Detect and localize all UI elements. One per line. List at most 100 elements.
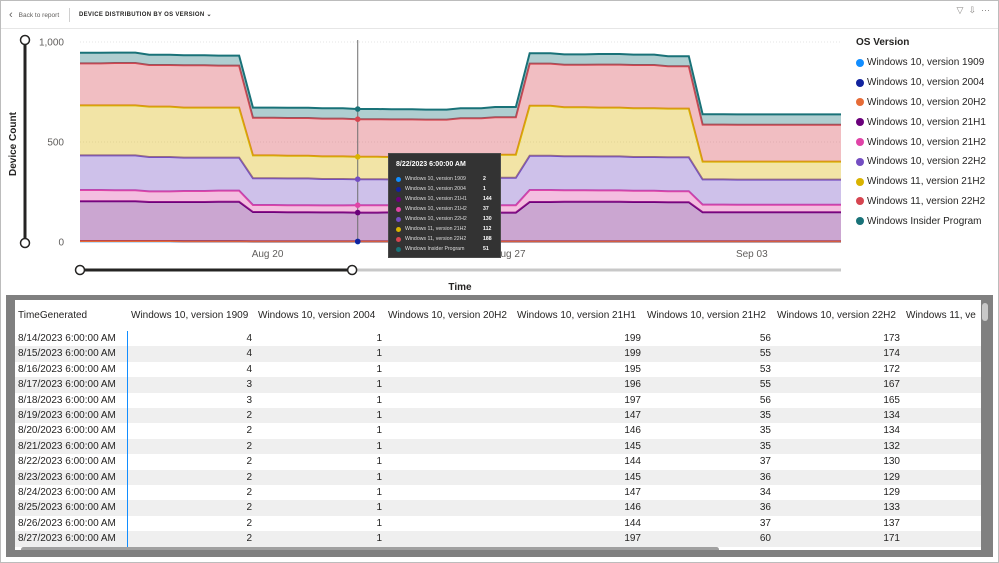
legend-label: Windows 10, version 2004 — [867, 77, 985, 89]
legend-title: OS Version — [856, 37, 910, 48]
pin-icon[interactable]: ⇩ — [968, 5, 976, 15]
line-windows-insider-program — [80, 51, 841, 116]
table-row[interactable]: 8/24/2023 6:00:00 AM 2 1 147 34 129 — [15, 485, 981, 500]
table-cell-value — [385, 331, 514, 346]
legend-label: Windows 10, version 21H1 — [867, 116, 986, 128]
hover-point — [354, 176, 361, 182]
vertical-scrollbar[interactable] — [982, 303, 988, 321]
column-header[interactable]: Windows 10, version 1909 — [131, 310, 249, 321]
table-cell-value — [385, 393, 514, 408]
table-cell-value: 37 — [759, 517, 771, 529]
legend-item[interactable]: Windows 10, version 21H1 — [856, 112, 996, 132]
table-cell-value — [385, 439, 514, 454]
table-cell-value: 147 — [624, 487, 641, 498]
visual-breadcrumb[interactable]: DEVICE DISTRIBUTION BY OS VERSION ⌄ — [79, 12, 212, 18]
x-tick-label: Aug 27 — [494, 249, 526, 260]
legend-label: Windows 10, version 20H2 — [867, 96, 986, 108]
legend-item[interactable]: Windows 11, version 22H2 — [856, 192, 996, 212]
legend-label: Windows 10, version 22H2 — [867, 156, 986, 168]
column-header[interactable]: TimeGenerated — [18, 310, 88, 321]
table-cell-time: 8/21/2023 6:00:00 AM — [18, 440, 116, 452]
legend-item[interactable]: Windows 10, version 22H2 — [856, 152, 996, 172]
column-header[interactable]: Windows 10, version 22H2 — [777, 310, 896, 321]
y-zoom-handle-bottom — [19, 237, 31, 249]
tooltip-swatch — [396, 196, 401, 202]
table-cell-value: 4 — [246, 348, 252, 360]
table-cell-time: 8/23/2023 6:00:00 AM — [18, 471, 116, 483]
table-cell-value: 144 — [624, 456, 641, 468]
table-row[interactable]: 8/15/2023 6:00:00 AM 4 1 199 55 174 — [15, 346, 981, 362]
tooltip-swatch — [396, 206, 401, 212]
back-to-report-link[interactable]: ‹ Back to report — [9, 8, 59, 22]
table-row[interactable]: 8/22/2023 6:00:00 AM 2 1 144 37 130 — [15, 454, 981, 469]
table-cell-value: 1 — [376, 379, 382, 391]
table-cell-value: 165 — [883, 394, 900, 406]
tooltip-row: Windows 10, version 21H1 144 — [396, 194, 500, 204]
table-cell-value: 35 — [759, 410, 771, 421]
table-row[interactable]: 8/20/2023 6:00:00 AM 2 1 146 35 134 — [15, 423, 981, 438]
table-row[interactable]: 8/17/2023 6:00:00 AM 3 1 196 55 167 — [15, 377, 981, 393]
table-cell-value: 1 — [376, 517, 382, 529]
legend-item[interactable]: Windows 10, version 20H2 — [856, 93, 996, 113]
table-cell-time: 8/25/2023 6:00:00 AM — [18, 502, 116, 514]
table-cell-value: 134 — [883, 425, 900, 437]
table-cell-time: 8/15/2023 6:00:00 AM — [18, 348, 116, 360]
legend-swatch — [856, 58, 864, 67]
table-cell-value: 2 — [246, 440, 252, 452]
x-tick-label: Sep 03 — [736, 249, 768, 260]
table-cell-value: 55 — [759, 348, 771, 360]
y-zoom-handle-top — [19, 34, 31, 46]
table-cell-time: 8/17/2023 6:00:00 AM — [18, 379, 116, 391]
legend-item[interactable]: Windows Insider Program — [856, 211, 996, 231]
table-cell-value: 134 — [883, 410, 900, 421]
table-row[interactable]: 8/16/2023 6:00:00 AM 4 1 195 53 172 — [15, 362, 981, 377]
table-cell-value: 53 — [759, 363, 771, 375]
data-table[interactable]: TimeGenerated Windows 10, version 1909 Win… — [15, 300, 981, 550]
table-cell-time: 8/24/2023 6:00:00 AM — [18, 487, 116, 498]
table-row[interactable]: 8/18/2023 6:00:00 AM 3 1 197 56 165 — [15, 393, 981, 408]
column-header[interactable]: Windows 10, version 2004 — [258, 310, 376, 321]
table-cell-value: 147 — [624, 410, 641, 421]
column-header[interactable]: Windows 11, ve — [906, 310, 976, 321]
column-separator — [127, 331, 128, 547]
legend-label: Windows 10, version 21H2 — [867, 136, 986, 148]
data-tooltip: 8/22/2023 6:00:00 AM Windows 10, version… — [388, 153, 501, 258]
table-cell-value: 129 — [883, 471, 900, 483]
table-row[interactable]: 8/27/2023 6:00:00 AM 2 1 197 60 171 — [15, 531, 981, 547]
legend-item[interactable]: Windows 10, version 21H2 — [856, 132, 996, 152]
column-header[interactable]: Windows 10, version 21H1 — [517, 310, 636, 321]
table-header-row: TimeGenerated Windows 10, version 1909 Win… — [15, 300, 981, 331]
line-windows-11-version-22h2 — [80, 62, 841, 126]
y-axis-title-container: Device Count — [6, 108, 22, 178]
tooltip-swatch — [396, 176, 401, 182]
y-tick-label: 1,000 — [39, 38, 64, 49]
table-cell-value: 1 — [376, 394, 382, 406]
tooltip-label: Windows 10, version 21H1 — [405, 196, 467, 202]
legend-item[interactable]: Windows 10, version 2004 — [856, 73, 996, 93]
table-row[interactable]: 8/19/2023 6:00:00 AM 2 1 147 35 134 — [15, 408, 981, 424]
table-cell-value: 2 — [246, 533, 252, 545]
table-cell-value: 55 — [759, 379, 771, 391]
filter-icon[interactable]: ▽ — [956, 5, 964, 15]
table-cell-value: 195 — [624, 363, 641, 375]
table-cell-value: 3 — [246, 394, 252, 406]
y-tick-label: 0 — [58, 238, 64, 249]
tooltip-value: 1 — [483, 186, 486, 192]
legend-item[interactable]: Windows 11, version 21H2 — [856, 172, 996, 192]
more-icon[interactable]: ⋯ — [981, 5, 990, 15]
table-row[interactable]: 8/21/2023 6:00:00 AM 2 1 145 35 132 — [15, 438, 981, 455]
table-row[interactable]: 8/26/2023 6:00:00 AM 2 1 144 37 137 — [15, 516, 981, 531]
column-header[interactable]: Windows 10, version 20H2 — [388, 310, 507, 321]
table-row[interactable]: 8/14/2023 6:00:00 AM 4 1 199 56 173 — [15, 331, 981, 346]
hover-point — [354, 238, 361, 245]
table-row[interactable]: 8/25/2023 6:00:00 AM 2 1 146 36 133 — [15, 500, 981, 516]
table-cell-value: 1 — [376, 456, 382, 468]
table-cell-value — [385, 362, 514, 377]
table-cell-value — [385, 531, 514, 546]
column-header[interactable]: Windows 10, version 21H2 — [647, 310, 766, 321]
table-cell-time: 8/14/2023 6:00:00 AM — [18, 333, 116, 344]
table-row[interactable]: 8/23/2023 6:00:00 AM 2 1 145 36 129 — [15, 469, 981, 485]
legend-item[interactable]: Windows 10, version 1909 — [856, 53, 996, 73]
chevron-left-icon: ‹ — [9, 8, 13, 21]
horizontal-scrollbar[interactable] — [21, 547, 719, 550]
